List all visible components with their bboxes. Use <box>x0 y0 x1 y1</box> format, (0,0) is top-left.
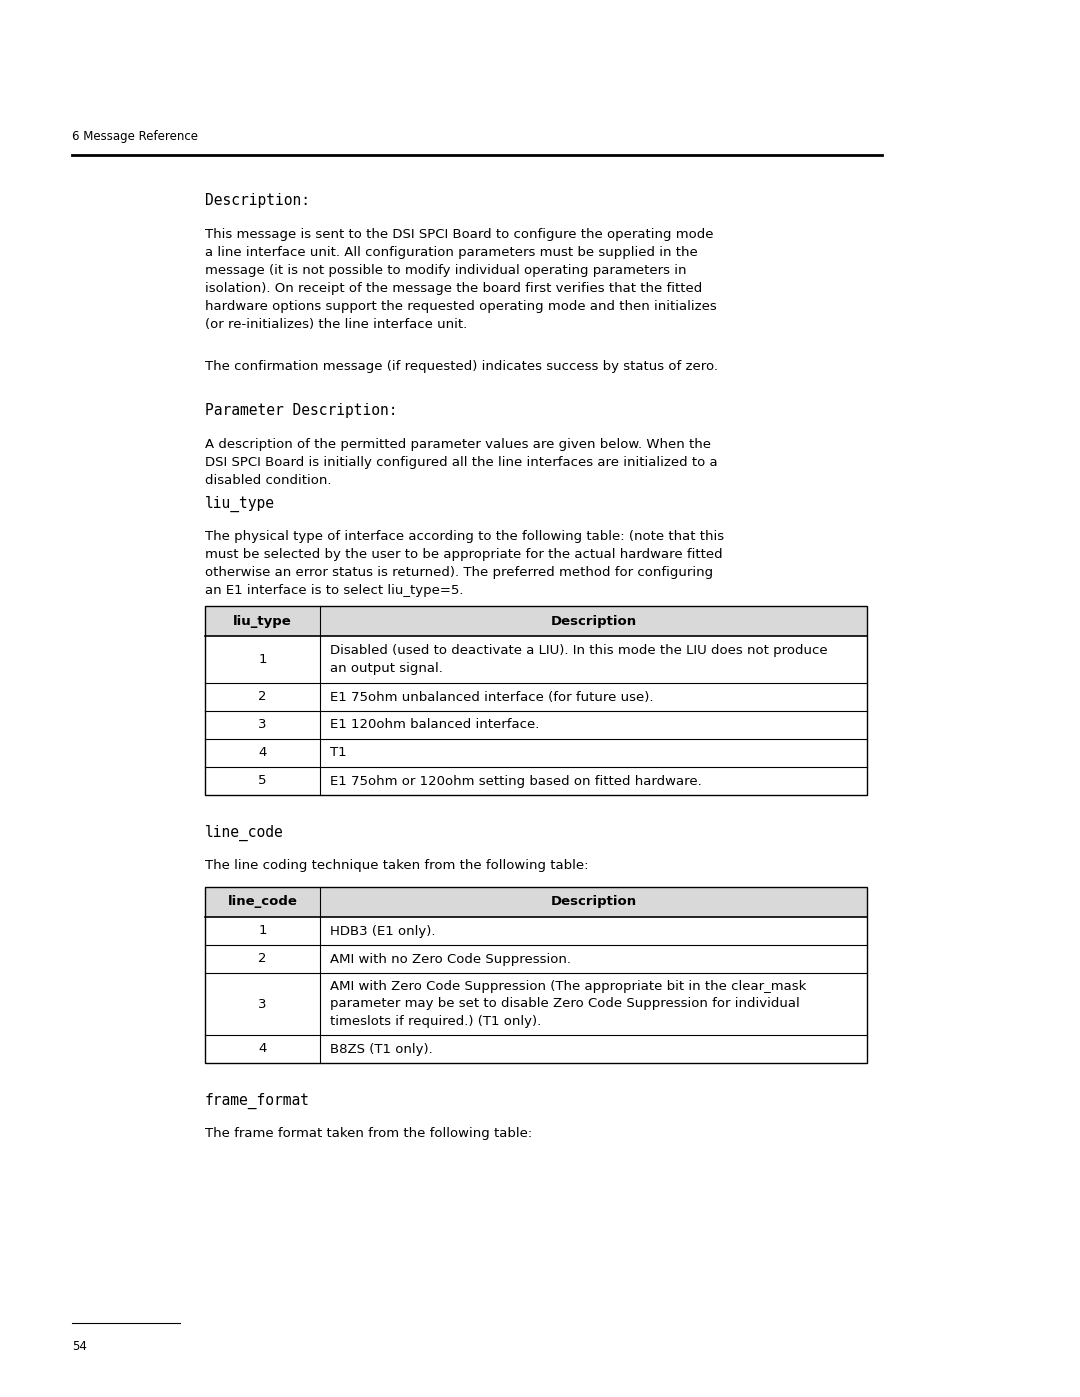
Text: 2: 2 <box>258 953 267 965</box>
Bar <box>205 887 867 916</box>
Text: A description of the permitted parameter values are given below. When the
DSI SP: A description of the permitted parameter… <box>205 439 717 488</box>
Text: AMI with Zero Code Suppression (The appropriate bit in the clear_mask
parameter : AMI with Zero Code Suppression (The appr… <box>330 981 807 1028</box>
Text: Description: Description <box>551 615 636 627</box>
Text: Disabled (used to deactivate a LIU). In this mode the LIU does not produce
an ou: Disabled (used to deactivate a LIU). In … <box>330 644 827 675</box>
Text: 2: 2 <box>258 690 267 704</box>
Text: E1 75ohm unbalanced interface (for future use).: E1 75ohm unbalanced interface (for futur… <box>330 690 653 704</box>
Bar <box>205 606 867 636</box>
Text: line_code: line_code <box>228 895 297 908</box>
Bar <box>205 1035 867 1063</box>
Text: The line coding technique taken from the following table:: The line coding technique taken from the… <box>205 859 589 872</box>
Bar <box>205 636 867 683</box>
Bar <box>205 972 867 1035</box>
Bar <box>205 887 867 1063</box>
Text: Description:: Description: <box>205 193 310 208</box>
Text: frame_format: frame_format <box>205 1092 310 1109</box>
Text: HDB3 (E1 only).: HDB3 (E1 only). <box>330 925 435 937</box>
Bar <box>205 683 867 711</box>
Bar <box>205 944 867 972</box>
Text: 5: 5 <box>258 774 267 788</box>
Bar <box>205 711 867 739</box>
Text: 1: 1 <box>258 652 267 666</box>
Text: 54: 54 <box>72 1340 86 1354</box>
Text: liu_type: liu_type <box>205 496 275 513</box>
Text: T1: T1 <box>330 746 347 760</box>
Text: The frame format taken from the following table:: The frame format taken from the followin… <box>205 1127 532 1140</box>
Text: 4: 4 <box>258 746 267 760</box>
Bar <box>205 606 867 795</box>
Text: Parameter Description:: Parameter Description: <box>205 402 397 418</box>
Text: 3: 3 <box>258 997 267 1010</box>
Text: 1: 1 <box>258 925 267 937</box>
Text: liu_type: liu_type <box>233 615 292 627</box>
Bar <box>205 739 867 767</box>
Text: The confirmation message (if requested) indicates success by status of zero.: The confirmation message (if requested) … <box>205 360 718 373</box>
Text: 3: 3 <box>258 718 267 732</box>
Text: E1 120ohm balanced interface.: E1 120ohm balanced interface. <box>330 718 539 732</box>
Text: line_code: line_code <box>205 826 284 841</box>
Text: Description: Description <box>551 895 636 908</box>
Text: The physical type of interface according to the following table: (note that this: The physical type of interface according… <box>205 529 724 597</box>
Text: E1 75ohm or 120ohm setting based on fitted hardware.: E1 75ohm or 120ohm setting based on fitt… <box>330 774 702 788</box>
Text: 6 Message Reference: 6 Message Reference <box>72 130 198 142</box>
Bar <box>205 767 867 795</box>
Text: AMI with no Zero Code Suppression.: AMI with no Zero Code Suppression. <box>330 953 571 965</box>
Text: 4: 4 <box>258 1042 267 1056</box>
Text: B8ZS (T1 only).: B8ZS (T1 only). <box>330 1042 433 1056</box>
Text: This message is sent to the DSI SPCI Board to configure the operating mode
a lin: This message is sent to the DSI SPCI Boa… <box>205 228 717 331</box>
Bar <box>205 916 867 944</box>
